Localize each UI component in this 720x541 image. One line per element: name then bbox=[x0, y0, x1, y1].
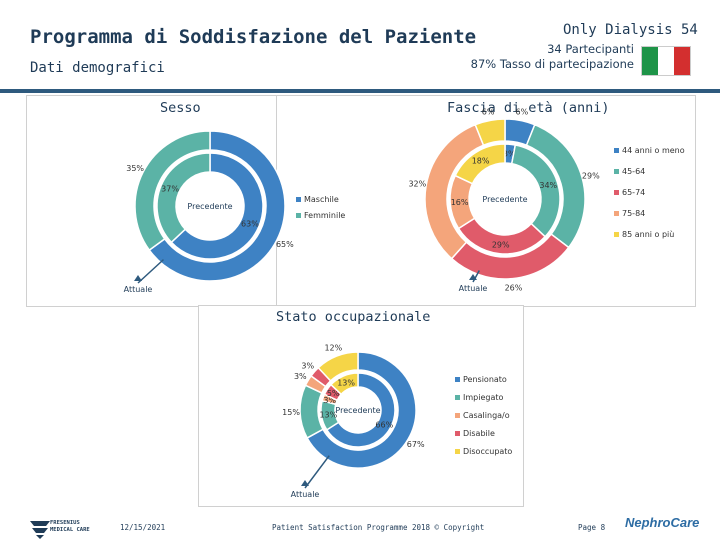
donut-slice-2-outer-disoccupato bbox=[317, 351, 359, 382]
participants-count: 34 Partecipanti bbox=[547, 42, 634, 56]
participation-rate: 87% Tasso di partecipazione bbox=[470, 57, 634, 71]
footer: FRESENIUS MEDICAL CARE 12/15/2021 Patien… bbox=[0, 510, 720, 540]
legend-swatch-2-casalinga-o bbox=[455, 413, 460, 418]
ring-pointer-1 bbox=[472, 270, 480, 283]
data-label-0-outer-femminile: 35% bbox=[126, 164, 144, 173]
ring-label-inner-2: Precedente bbox=[335, 406, 380, 415]
legend-label-1-85-anni-o-pi: 85 anni o più bbox=[622, 230, 674, 239]
donut-slice-0-inner-maschile bbox=[170, 152, 264, 260]
ring-label-inner-1: Precedente bbox=[482, 195, 527, 204]
donut-slice-0-outer-femminile bbox=[134, 130, 211, 252]
legend-label-2-disoccupato: Disoccupato bbox=[463, 447, 512, 456]
data-label-1-inner-45-64: 34% bbox=[539, 181, 557, 190]
legend-swatch-1-65-74 bbox=[614, 190, 619, 195]
data-label-2-inner-impiegato: 13% bbox=[319, 411, 337, 420]
donut-slice-0-outer-maschile bbox=[148, 130, 286, 282]
donut-slice-2-inner-pensionato bbox=[325, 372, 396, 448]
ring-label-outer-0: Attuale bbox=[124, 285, 153, 294]
italy-flag-icon bbox=[641, 46, 691, 76]
chart-title-eta: Fascia di età (anni) bbox=[447, 100, 610, 116]
flag-stripe-red bbox=[674, 47, 690, 75]
data-label-0-outer-maschile: 65% bbox=[276, 240, 294, 249]
legend-label-0-maschile: Maschile bbox=[304, 195, 339, 204]
legend-swatch-2-impiegato bbox=[455, 395, 460, 400]
data-label-2-inner-disabile: 5% bbox=[327, 389, 340, 398]
legend-swatch-1-75-84 bbox=[614, 211, 619, 216]
legend-swatch-0-maschile bbox=[296, 197, 301, 202]
legend-swatch-1-85-anni-o-pi bbox=[614, 232, 619, 237]
legend-swatch-1-45-64 bbox=[614, 169, 619, 174]
donut-slice-0-inner-femminile bbox=[156, 152, 211, 244]
data-label-1-inner-75-84: 16% bbox=[451, 198, 469, 207]
legend-label-0-femminile: Femminile bbox=[304, 211, 345, 220]
legend-swatch-2-disabile bbox=[455, 431, 460, 436]
data-label-2-inner-disoccupato: 13% bbox=[337, 378, 355, 387]
legend-label-1-45-64: 45-64 bbox=[622, 167, 645, 176]
data-label-1-outer-85-anni-o-pi: 6% bbox=[482, 108, 495, 117]
legend-swatch-0-femminile bbox=[296, 213, 301, 218]
legend-label-2-disabile: Disabile bbox=[463, 429, 495, 438]
data-label-2-inner-pensionato: 66% bbox=[375, 420, 393, 429]
legend-swatch-2-pensionato bbox=[455, 377, 460, 382]
data-label-1-inner-65-74: 29% bbox=[492, 240, 510, 249]
data-label-2-outer-disabile: 3% bbox=[301, 362, 314, 371]
page-number: Page 8 bbox=[578, 523, 606, 532]
flag-stripe-white bbox=[658, 47, 674, 75]
data-label-2-outer-impiegato: 15% bbox=[282, 408, 300, 417]
ring-pointer-arrow-icon-1 bbox=[469, 274, 477, 280]
data-label-2-outer-disoccupato: 12% bbox=[324, 344, 342, 353]
data-label-1-outer-45-64: 29% bbox=[582, 171, 600, 180]
data-label-1-inner-44-anni-o-meno: 3% bbox=[503, 150, 516, 159]
nephrocare-logo: NephroCare bbox=[625, 515, 700, 530]
ring-label-inner-0: Precedente bbox=[187, 202, 232, 211]
data-label-2-outer-casalinga-o: 3% bbox=[294, 372, 307, 381]
donut-slice-1-outer-85-anni-o-pi bbox=[474, 118, 506, 147]
ring-pointer-2 bbox=[304, 455, 330, 489]
donut-slice-2-inner-disoccupato bbox=[329, 372, 359, 396]
data-label-1-inner-85-anni-o-pi: 18% bbox=[472, 157, 490, 166]
page-title: Programma di Soddisfazione del Paziente bbox=[30, 26, 477, 48]
chart-panel-occupazione bbox=[198, 305, 524, 507]
data-label-2-outer-pensionato: 67% bbox=[407, 440, 425, 449]
chart-title-occupazione: Stato occupazionale bbox=[276, 309, 431, 325]
ring-label-outer-2: Attuale bbox=[291, 490, 320, 499]
legend-swatch-2-disoccupato bbox=[455, 449, 460, 454]
company-name: FRESENIUS MEDICAL CARE bbox=[50, 520, 90, 533]
ring-pointer-0 bbox=[137, 259, 164, 284]
chart-title-sesso: Sesso bbox=[160, 100, 201, 116]
legend-label-2-pensionato: Pensionato bbox=[463, 375, 507, 384]
donut-slice-2-outer-pensionato bbox=[306, 351, 417, 469]
header: Programma di Soddisfazione del Paziente … bbox=[0, 0, 720, 92]
footer-date: 12/15/2021 bbox=[120, 523, 166, 532]
legend-label-2-casalinga-o: Casalinga/o bbox=[463, 411, 510, 420]
donut-slice-1-inner-85-anni-o-pi bbox=[454, 143, 506, 185]
legend-label-1-44-anni-o-meno: 44 anni o meno bbox=[622, 146, 685, 155]
data-label-1-outer-44-anni-o-meno: 6% bbox=[515, 108, 528, 117]
ring-label-outer-1: Attuale bbox=[459, 284, 488, 293]
legend-label-2-impiegato: Impiegato bbox=[463, 393, 503, 402]
clinic-name: Only Dialysis 54 bbox=[563, 22, 698, 38]
data-label-0-inner-maschile: 63% bbox=[241, 219, 259, 228]
legend-label-1-75-84: 75-84 bbox=[622, 209, 645, 218]
ring-pointer-arrow-icon-0 bbox=[134, 275, 142, 281]
data-label-2-inner-casalinga-o: 3% bbox=[323, 396, 336, 405]
data-label-1-outer-65-74: 26% bbox=[505, 284, 523, 293]
ring-pointer-arrow-icon-2 bbox=[301, 480, 309, 486]
legend-label-1-65-74: 65-74 bbox=[622, 188, 645, 197]
legend-swatch-1-44-anni-o-meno bbox=[614, 148, 619, 153]
flag-stripe-green bbox=[642, 47, 658, 75]
footer-copyright: Patient Satisfaction Programme 2018 © Co… bbox=[272, 523, 485, 532]
page-subtitle: Dati demografici bbox=[30, 60, 165, 76]
data-label-1-outer-75-84: 32% bbox=[408, 180, 426, 189]
data-label-0-inner-femminile: 37% bbox=[161, 185, 179, 194]
header-divider bbox=[0, 89, 720, 93]
fresenius-logo-icon bbox=[30, 521, 50, 539]
